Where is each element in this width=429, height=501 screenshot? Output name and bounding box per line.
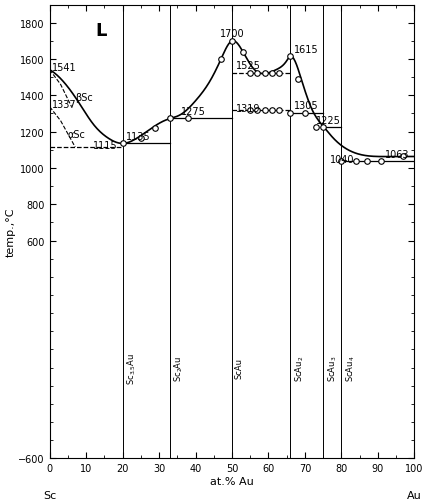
Text: Sc$_2$Au: Sc$_2$Au — [173, 355, 185, 381]
Text: 1525: 1525 — [236, 61, 260, 71]
Text: Au: Au — [407, 490, 422, 500]
Text: 1115: 1115 — [94, 141, 118, 151]
Text: 1225: 1225 — [316, 116, 341, 125]
Text: 1040: 1040 — [330, 154, 355, 164]
Text: Sc: Sc — [43, 490, 56, 500]
Text: 1275: 1275 — [181, 106, 206, 116]
Text: 1063: 1063 — [385, 150, 410, 160]
Text: 1337: 1337 — [51, 100, 76, 110]
Text: βSc: βSc — [75, 93, 93, 103]
Text: αSc: αSc — [68, 130, 86, 140]
Text: 1135: 1135 — [126, 132, 151, 142]
Text: ScAu$_4$: ScAu$_4$ — [344, 355, 357, 381]
Text: 1305: 1305 — [294, 101, 319, 111]
Text: ScAu$_2$: ScAu$_2$ — [293, 355, 306, 381]
Text: 1615: 1615 — [294, 45, 319, 55]
Text: 1541: 1541 — [51, 63, 76, 73]
Text: 1319: 1319 — [236, 104, 260, 114]
Text: ScAu: ScAu — [235, 357, 244, 378]
Text: 1700: 1700 — [220, 29, 244, 39]
Text: ScAu$_3$: ScAu$_3$ — [326, 355, 338, 381]
Y-axis label: temp.,°C: temp.,°C — [6, 207, 15, 257]
X-axis label: at.% Au: at.% Au — [210, 476, 254, 486]
Text: L: L — [95, 22, 106, 40]
Text: Sc$_{3.5}$Au: Sc$_{3.5}$Au — [126, 352, 138, 384]
